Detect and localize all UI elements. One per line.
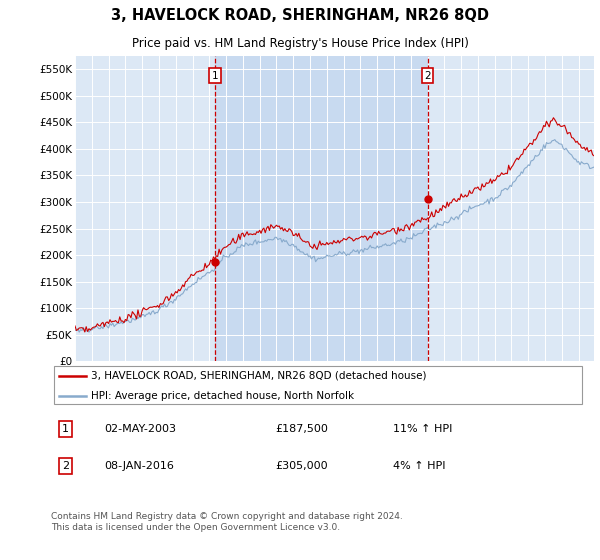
Text: HPI: Average price, detached house, North Norfolk: HPI: Average price, detached house, Nort…	[91, 391, 354, 402]
Text: 2: 2	[62, 461, 69, 471]
Text: Contains HM Land Registry data © Crown copyright and database right 2024.
This d: Contains HM Land Registry data © Crown c…	[51, 512, 403, 532]
Bar	[215, 56, 428, 361]
Text: 08-JAN-2016: 08-JAN-2016	[104, 461, 174, 471]
Text: Price paid vs. HM Land Registry's House Price Index (HPI): Price paid vs. HM Land Registry's House …	[131, 37, 469, 50]
Text: 2: 2	[424, 71, 431, 81]
Text: 3, HAVELOCK ROAD, SHERINGHAM, NR26 8QD (detached house): 3, HAVELOCK ROAD, SHERINGHAM, NR26 8QD (…	[91, 371, 427, 381]
Text: 11% ↑ HPI: 11% ↑ HPI	[393, 424, 452, 434]
FancyBboxPatch shape	[53, 366, 583, 404]
Text: 1: 1	[62, 424, 68, 434]
Text: 3, HAVELOCK ROAD, SHERINGHAM, NR26 8QD: 3, HAVELOCK ROAD, SHERINGHAM, NR26 8QD	[111, 8, 489, 23]
Text: £187,500: £187,500	[275, 424, 328, 434]
Text: £305,000: £305,000	[275, 461, 328, 471]
Text: 4% ↑ HPI: 4% ↑ HPI	[393, 461, 445, 471]
Text: 1: 1	[212, 71, 218, 81]
Text: 02-MAY-2003: 02-MAY-2003	[104, 424, 176, 434]
